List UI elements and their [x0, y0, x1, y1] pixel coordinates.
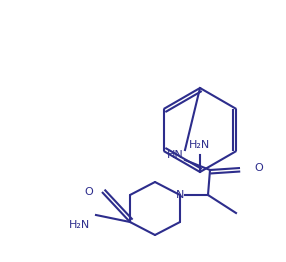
- Text: N: N: [176, 190, 184, 200]
- Text: H₂N: H₂N: [189, 140, 210, 150]
- Text: HN: HN: [167, 150, 183, 160]
- Text: O: O: [254, 163, 263, 173]
- Text: O: O: [84, 187, 93, 197]
- Text: H₂N: H₂N: [69, 220, 91, 230]
